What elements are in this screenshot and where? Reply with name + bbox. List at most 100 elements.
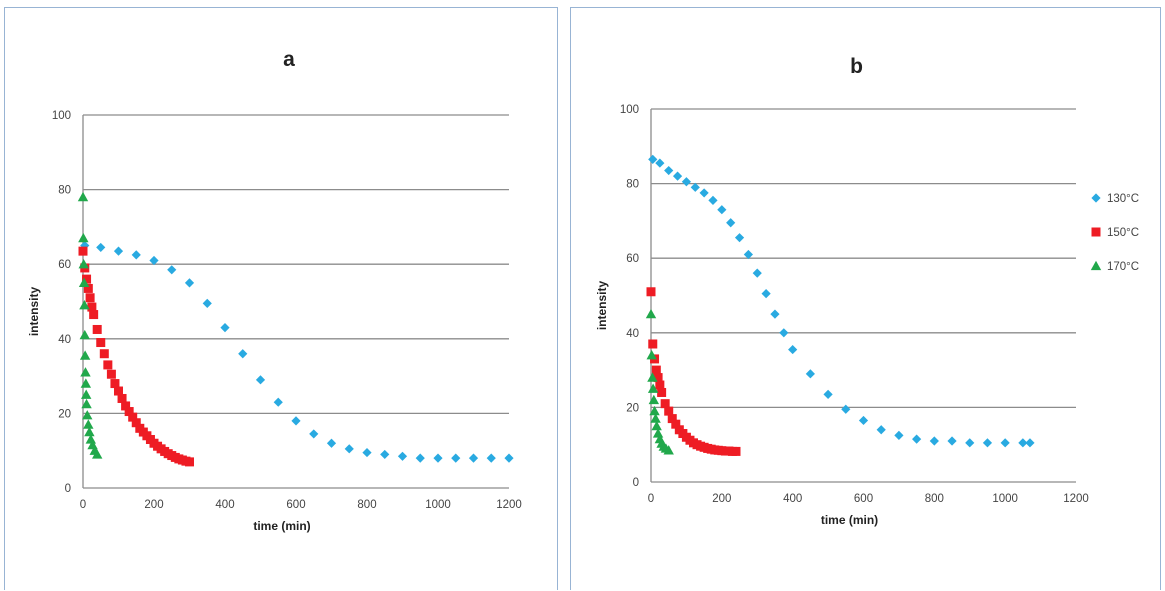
chart-b-legend-marker	[1091, 227, 1101, 237]
chart-b-series-3-point	[645, 308, 657, 319]
chart-b-series-3-point	[652, 428, 664, 438]
chart-b-y-axis-label: intensity	[595, 281, 609, 331]
chart-a-series-1-point	[415, 453, 425, 463]
chart-a-series-2-point	[82, 274, 92, 284]
chart-b-x-tick-label: 400	[783, 493, 802, 505]
chart-b-x-tick-label: 0	[648, 493, 654, 505]
chart-b-series-2-point	[653, 373, 663, 383]
chart-a-series-2-point	[103, 360, 113, 370]
chart-b-series-3	[645, 308, 674, 455]
chart-a-series-1-point	[380, 449, 390, 460]
chart-b-x-tick-label: 1200	[1063, 493, 1089, 505]
chart-a-series-1-point	[184, 278, 195, 288]
chart-a-series-1-point	[96, 242, 106, 253]
chart-b-series-1-point	[708, 195, 718, 205]
chart-b-series-1	[648, 154, 1035, 448]
chart-a-series-1-point	[433, 453, 443, 463]
chart-b-series-1-point	[752, 268, 762, 278]
chart-a-series-3-point	[79, 350, 91, 360]
chart-b-y-tick-label: 100	[620, 104, 639, 116]
chart-a-series-1-point	[397, 451, 408, 461]
chart-a-x-tick-label: 1000	[425, 499, 451, 511]
chart-b-series-1-point	[805, 369, 815, 379]
chart-a-series-2-point	[83, 283, 93, 293]
chart-b-legend-label: 130°C	[1107, 193, 1139, 205]
chart-a-series-3-point	[78, 259, 89, 269]
chart-a-series-2-point	[106, 369, 116, 379]
chart-b-series-2-point	[660, 399, 670, 409]
chart-a-series-1-point	[486, 453, 496, 463]
chart-a-series-3-point	[83, 419, 94, 429]
chart-a-series-1-point	[362, 447, 372, 458]
chart-b-legend-marker	[1090, 260, 1102, 271]
chart-b-x-tick-label: 800	[925, 493, 944, 505]
chart-a-series-1-point	[309, 429, 319, 439]
chart-a-series-2-point	[114, 386, 123, 396]
chart-a-series-2-point	[131, 418, 141, 428]
chart-b-series-1-point	[947, 436, 957, 446]
chart-b-series-3-point	[650, 413, 661, 423]
chart-b-title: b	[850, 55, 863, 78]
chart-b-series-1-point	[770, 309, 780, 319]
chart-b-series-3-point	[648, 394, 660, 405]
chart-b-series-1-point	[717, 205, 727, 215]
chart-a-series-3-point	[82, 410, 93, 420]
chart-a-series-3-point	[79, 329, 90, 340]
chart-panel-b: b 0 20 40 60 80 100 0 200 400 600 800 1000 1200 time (…	[570, 7, 1161, 590]
chart-a-x-axis-label: time (min)	[253, 519, 310, 533]
chart-b-series-3-point	[646, 349, 657, 360]
chart-a-series-3-point	[78, 277, 90, 288]
chart-b-series-3-point	[649, 405, 660, 416]
chart-a-y-tick-label: 100	[52, 110, 71, 122]
chart-b-series-1-point	[841, 404, 851, 414]
chart-b-series-1-point	[912, 434, 922, 444]
chart-b-legend-marker	[1091, 193, 1101, 203]
chart-a-y-axis-label: intensity	[27, 287, 41, 337]
chart-a-series-3-point	[80, 389, 92, 399]
chart-b-series-1-point	[965, 438, 975, 448]
chart-a-series-2-point	[121, 401, 131, 411]
chart-a-series-3-point	[85, 434, 97, 444]
chart-b-x-tick-label: 600	[854, 493, 873, 505]
chart-a-series-2-point	[92, 324, 102, 334]
chart-a-y-tick-label: 0	[65, 483, 71, 495]
chart-a-series-1-point	[468, 453, 479, 463]
chart-b-legend-label: 170°C	[1107, 261, 1139, 273]
chart-a-series-2-point	[78, 246, 88, 256]
chart-b-series-1-point	[1025, 438, 1035, 448]
chart-a-x-tick-label: 800	[357, 499, 376, 511]
chart-a-series-1-point	[220, 323, 230, 333]
chart-b-series-1-point	[779, 328, 789, 338]
chart-a-series-3-point	[92, 449, 103, 459]
chart-b-series-2-point	[646, 287, 656, 297]
chart-b-y-tick-label: 20	[626, 402, 639, 414]
chart-b-series-1-point	[726, 218, 736, 228]
chart-a-series-3-point	[81, 398, 92, 409]
chart-a-series-3-point	[77, 191, 89, 202]
chart-a-series-1-point	[291, 416, 301, 426]
chart-a-series-3-point	[79, 300, 90, 310]
chart-b-series-1-point	[823, 389, 833, 399]
chart-b-series-3-point	[647, 372, 658, 382]
chart-a-series-1-point	[131, 250, 141, 260]
chart-b-x-tick-label: 200	[712, 493, 731, 505]
chart-b-series-1-point	[858, 415, 869, 426]
chart-b-series-1-point	[734, 233, 745, 243]
chart-a-series-1-point	[113, 246, 124, 256]
chart-a-series-3-point	[78, 232, 89, 243]
chart-b-y-tick-label: 40	[626, 328, 639, 340]
chart-b-series-2-point	[667, 414, 677, 424]
chart-a-series-2-point	[185, 457, 194, 467]
chart-a-series-2-point	[124, 407, 134, 417]
chart-a-series-1-point	[504, 453, 514, 463]
chart-b-series-1-point	[664, 165, 674, 176]
chart-b-y-tick-label: 0	[633, 477, 639, 489]
chart-a-series-2-point	[96, 338, 106, 348]
chart-a-series-1-point	[167, 265, 177, 275]
chart-b-series-1-point	[929, 436, 939, 446]
chart-b-series-2-point	[651, 365, 661, 375]
chart-b-y-tick-label: 80	[626, 179, 639, 191]
chart-b-series-1-point	[699, 188, 709, 198]
chart-b-series-2-point	[664, 406, 674, 416]
